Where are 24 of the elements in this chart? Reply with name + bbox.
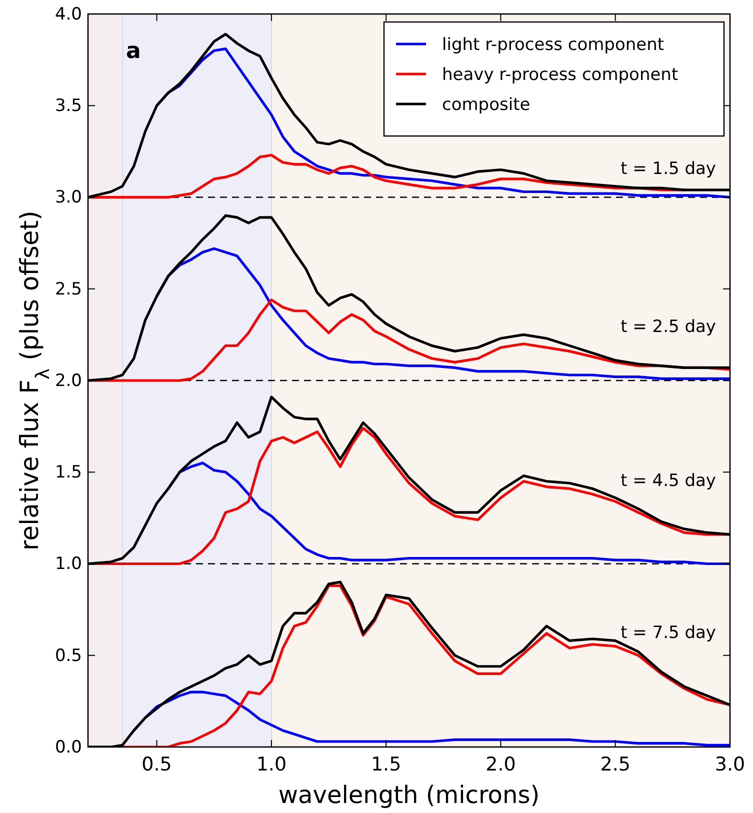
- y-tick-label: 2.0: [54, 370, 82, 391]
- y-tick-label: 3.0: [54, 188, 82, 208]
- y-tick-label: 4.0: [54, 4, 82, 24]
- legend-label: composite: [442, 95, 530, 115]
- x-tick-label: 0.5: [142, 753, 172, 776]
- x-tick-label: 2.0: [486, 753, 516, 776]
- x-axis-title: wavelength (microns): [278, 781, 540, 809]
- annotation: a: [126, 39, 141, 64]
- annotation: t = 4.5 day: [620, 471, 716, 491]
- y-tick-label: 1.0: [54, 554, 82, 574]
- x-tick-label: 2.5: [600, 753, 630, 776]
- legend-label: heavy r-process component: [442, 65, 678, 85]
- y-tick-label: 0.5: [54, 646, 82, 666]
- x-tick-label: 1.5: [370, 753, 402, 776]
- annotation: t = 2.5 day: [620, 317, 716, 337]
- y-tick-label: 3.5: [54, 96, 82, 116]
- y-tick-label: 1.5: [54, 462, 82, 483]
- y-tick-label: 2.5: [54, 279, 82, 300]
- annotation: t = 7.5 day: [620, 623, 716, 643]
- legend-label: light r-process component: [442, 35, 664, 55]
- annotation: t = 1.5 day: [620, 159, 716, 179]
- x-tick-label: 1.0: [256, 753, 287, 776]
- y-tick-label: 0.0: [54, 737, 82, 758]
- x-tick-label: 3.0: [714, 753, 746, 776]
